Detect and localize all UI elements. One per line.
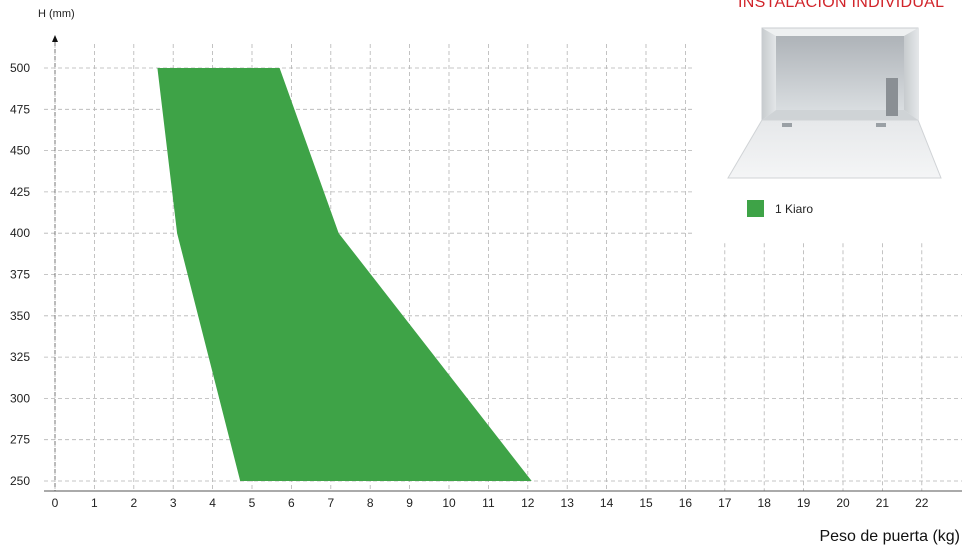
- x-tick-label: 15: [639, 496, 653, 510]
- y-tick-label: 475: [10, 102, 30, 116]
- axes: [44, 35, 962, 492]
- x-tick-label: 14: [600, 496, 614, 510]
- series-area-0: [157, 68, 532, 481]
- x-tick-label: 3: [170, 496, 177, 510]
- plot-area: [157, 68, 532, 481]
- x-tick-label: 10: [442, 496, 456, 510]
- y-tick-label: 300: [10, 391, 30, 405]
- y-tick-label: 450: [10, 144, 30, 158]
- x-tick-label: 2: [130, 496, 137, 510]
- x-tick-label: 8: [367, 496, 374, 510]
- x-tick-label: 13: [561, 496, 575, 510]
- x-tick-label: 9: [406, 496, 413, 510]
- x-tick-label: 21: [876, 496, 890, 510]
- x-tick-label: 5: [249, 496, 256, 510]
- y-tick-label: 400: [10, 226, 30, 240]
- chart-title: INSTALACIÓN INDIVIDUAL: [738, 0, 945, 11]
- y-axis-arrow: [52, 35, 58, 42]
- y-tick-label: 250: [10, 474, 30, 488]
- y-tick-label: 325: [10, 350, 30, 364]
- x-tick-label: 0: [52, 496, 59, 510]
- legend-label: 1 Kiaro: [775, 201, 814, 216]
- x-tick-label: 4: [209, 496, 216, 510]
- x-tick-label: 1: [91, 496, 98, 510]
- kiaro-box-image: [727, 27, 942, 179]
- x-tick-label: 16: [679, 496, 693, 510]
- x-tick-label: 11: [482, 496, 495, 510]
- y-tick-label: 425: [10, 185, 30, 199]
- x-tick-label: 7: [327, 496, 334, 510]
- x-tick-label: 6: [288, 496, 295, 510]
- x-tick-label: 12: [521, 496, 535, 510]
- x-tick-labels: 0 1 2 3 4 5 6 7 8 9 10 11 12 13 14 15 16 17 18 19 20 21 22: [52, 496, 929, 510]
- x-tick-label: 19: [797, 496, 811, 510]
- y-tick-label: 500: [10, 61, 30, 75]
- legend: 1 Kiaro: [747, 200, 813, 217]
- x-tick-label: 17: [718, 496, 732, 510]
- y-tick-labels: 500 475 450 425 400 375 350 325 300 275 250: [10, 61, 30, 488]
- y-tick-label: 350: [10, 309, 30, 323]
- y-tick-label: 375: [10, 268, 30, 282]
- x-tick-label: 20: [836, 496, 850, 510]
- x-tick-label: 18: [758, 496, 772, 510]
- y-tick-label: 275: [10, 433, 30, 447]
- x-tick-label: 22: [915, 496, 929, 510]
- x-axis-label: Peso de puerta (kg): [819, 528, 960, 545]
- y-axis-label: H (mm): [38, 8, 75, 20]
- legend-swatch: [747, 200, 764, 217]
